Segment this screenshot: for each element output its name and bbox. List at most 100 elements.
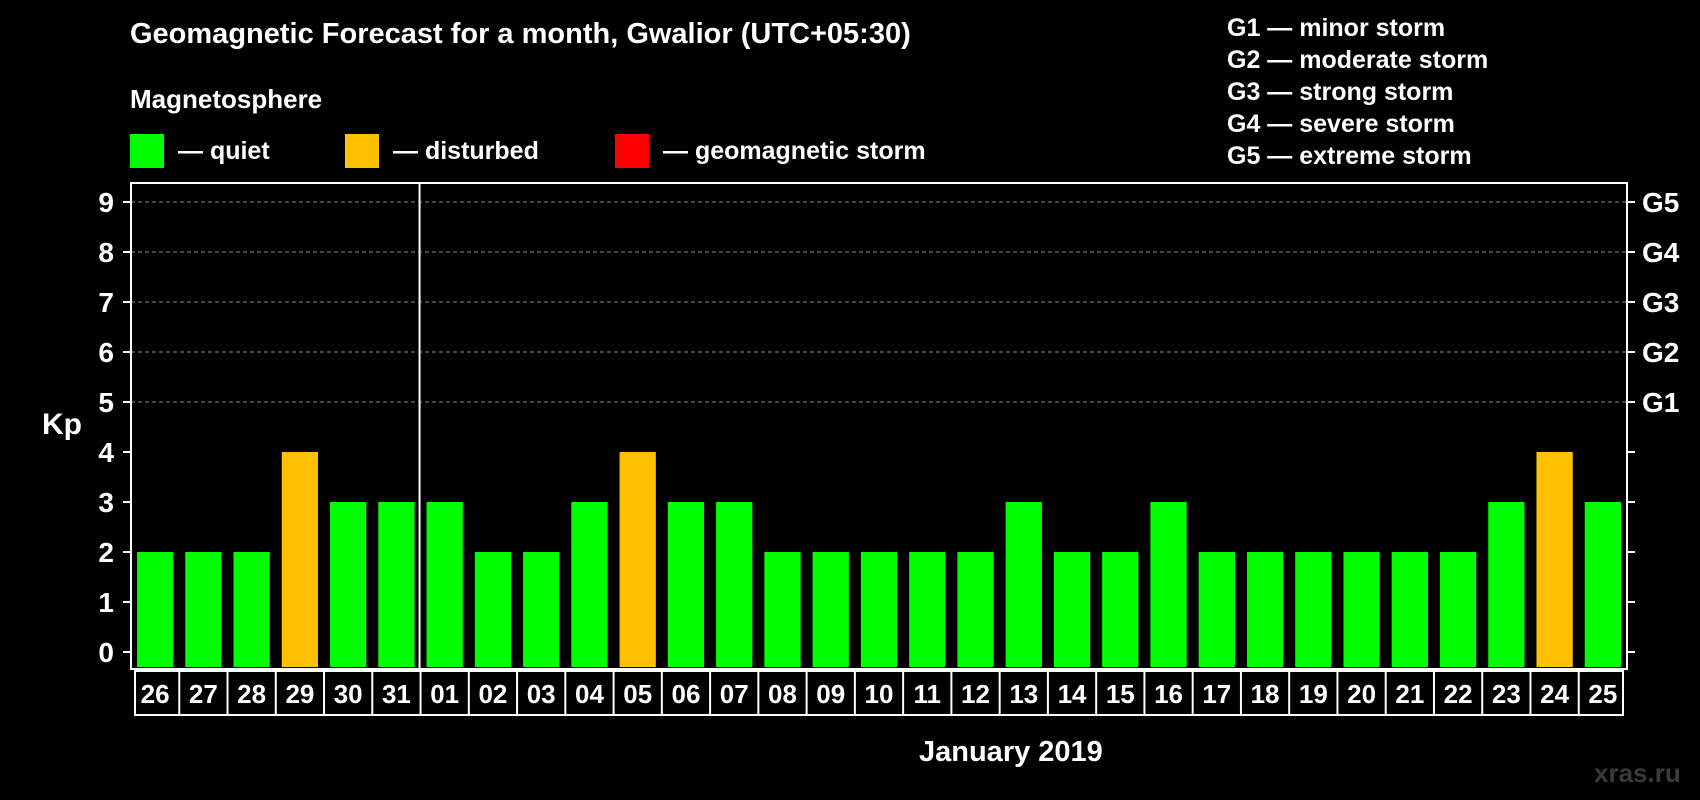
y-tick-label-9: 9 (98, 187, 114, 218)
storm-scale-g4: G4 — severe storm (1227, 110, 1455, 138)
bar-29 (281, 452, 319, 667)
bar-15 (1102, 552, 1139, 667)
bar-20 (1343, 552, 1380, 667)
date-label-26: 26 (141, 679, 170, 709)
bar-01 (426, 502, 463, 667)
storm-scale-g5: G5 — extreme storm (1227, 142, 1472, 170)
date-label-06: 06 (672, 679, 701, 709)
bar-08 (764, 552, 801, 667)
bar-27 (185, 552, 222, 667)
bar-17 (1198, 552, 1235, 667)
date-label-08: 08 (768, 679, 797, 709)
bar-31 (378, 502, 415, 667)
bar-05 (619, 452, 656, 667)
bar-30 (330, 502, 367, 667)
y-tick-label-4: 4 (98, 437, 114, 468)
storm-tick-label-g2: G2 (1642, 337, 1679, 368)
bar-24 (1536, 452, 1573, 667)
bar-06 (667, 502, 705, 667)
y-tick-label-6: 6 (98, 337, 114, 368)
date-label-16: 16 (1154, 679, 1183, 709)
bar-16 (1150, 502, 1187, 667)
bar-26 (137, 552, 174, 667)
y-tick-label-8: 8 (98, 237, 114, 268)
storm-scale-g3: G3 — strong storm (1227, 78, 1454, 106)
bar-09 (812, 552, 849, 667)
date-label-19: 19 (1299, 679, 1328, 709)
date-label-03: 03 (527, 679, 556, 709)
date-label-12: 12 (961, 679, 990, 709)
bar-04 (571, 502, 608, 667)
chart-title: Geomagnetic Forecast for a month, Gwalio… (130, 18, 911, 50)
bar-28 (233, 552, 270, 667)
date-label-07: 07 (720, 679, 749, 709)
storm-tick-label-g1: G1 (1642, 387, 1679, 418)
y-tick-label-5: 5 (98, 387, 114, 418)
date-label-02: 02 (478, 679, 507, 709)
legend-swatch-quiet (130, 134, 164, 168)
bar-11 (909, 552, 946, 667)
date-label-18: 18 (1251, 679, 1280, 709)
legend-label-storm: — geomagnetic storm (663, 136, 926, 165)
y-tick-label-7: 7 (98, 287, 114, 318)
storm-scale-g1: G1 — minor storm (1227, 14, 1446, 42)
date-label-23: 23 (1492, 679, 1521, 709)
date-label-30: 30 (334, 679, 363, 709)
legend-item-disturbed: — disturbed (345, 134, 539, 168)
legend-label-quiet: — quiet (178, 136, 270, 165)
y-tick-label-1: 1 (98, 587, 114, 618)
legend-item-quiet: — quiet (130, 134, 270, 168)
date-label-21: 21 (1395, 679, 1424, 709)
date-label-24: 24 (1540, 679, 1569, 709)
bar-25 (1584, 502, 1621, 667)
date-label-28: 28 (237, 679, 266, 709)
y-tick-label-0: 0 (98, 637, 114, 668)
date-label-27: 27 (189, 679, 218, 709)
storm-tick-label-g4: G4 (1642, 237, 1680, 268)
watermark: xras.ru (1594, 758, 1681, 788)
y-tick-label-2: 2 (98, 537, 114, 568)
date-label-11: 11 (914, 679, 942, 709)
y-tick-label-3: 3 (98, 487, 114, 518)
bar-21 (1391, 552, 1428, 667)
plot-frame (130, 182, 1628, 670)
date-label-04: 04 (575, 679, 604, 709)
bar-12 (957, 552, 994, 667)
storm-scale-g2: G2 — moderate storm (1227, 46, 1489, 74)
date-label-10: 10 (865, 679, 894, 709)
chart-subtitle: Magnetosphere (130, 84, 323, 114)
bar-10 (860, 552, 898, 667)
date-label-25: 25 (1588, 679, 1617, 709)
x-axis-label: January 2019 (919, 736, 1103, 768)
bar-13 (1005, 502, 1042, 667)
date-label-20: 20 (1347, 679, 1376, 709)
date-label-01: 01 (430, 679, 459, 709)
bar-14 (1053, 552, 1091, 667)
storm-scale-list: G1 — minor storm G2 — moderate storm G3 … (1227, 12, 1488, 172)
date-label-22: 22 (1444, 679, 1473, 709)
bar-23 (1488, 502, 1525, 667)
y-axis-label: Kp (42, 408, 82, 441)
date-label-29: 29 (285, 679, 314, 709)
bar-07 (716, 502, 753, 667)
bar-18 (1246, 552, 1284, 667)
date-label-14: 14 (1058, 679, 1087, 709)
storm-tick-label-g5: G5 (1642, 187, 1679, 218)
date-label-17: 17 (1202, 679, 1231, 709)
legend-item-storm: — geomagnetic storm (615, 134, 926, 168)
bar-02 (474, 552, 512, 667)
date-label-09: 09 (816, 679, 845, 709)
storm-tick-label-g3: G3 (1642, 287, 1679, 318)
date-row-frame (134, 670, 1624, 716)
legend-swatch-disturbed (345, 134, 379, 168)
bar-19 (1295, 552, 1332, 667)
legend-label-disturbed: — disturbed (393, 136, 539, 165)
legend-swatch-storm (615, 134, 649, 168)
date-label-31: 31 (382, 679, 411, 709)
date-label-13: 13 (1009, 679, 1038, 709)
date-label-15: 15 (1106, 679, 1135, 709)
bar-22 (1439, 552, 1477, 667)
date-label-05: 05 (623, 679, 652, 709)
bar-03 (523, 552, 560, 667)
